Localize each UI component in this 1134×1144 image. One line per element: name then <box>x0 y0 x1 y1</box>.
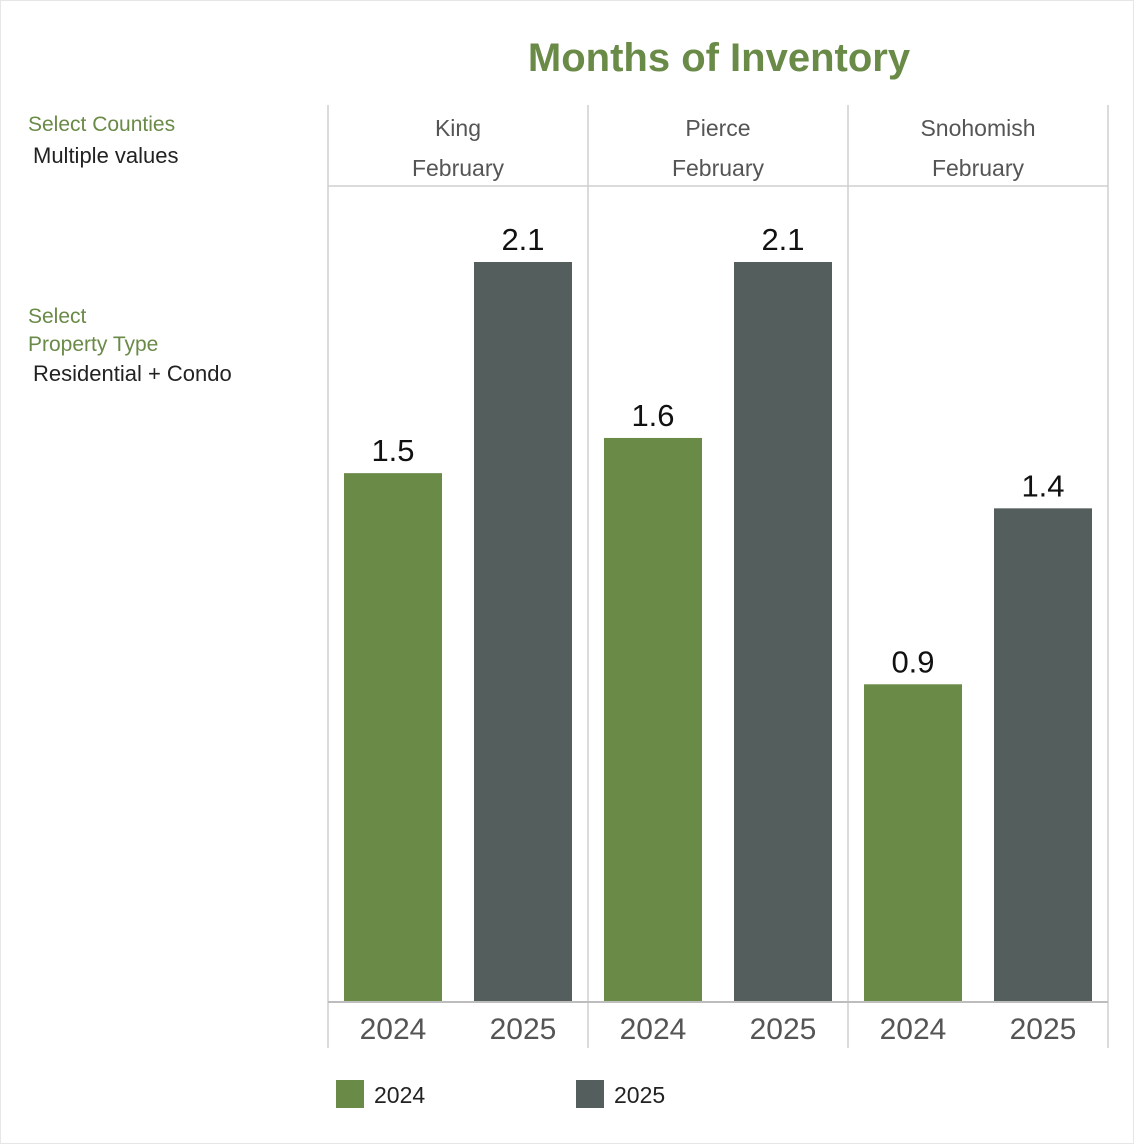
x-tick-label: 2024 <box>620 1013 687 1046</box>
bar-value-label: 2.1 <box>501 222 544 257</box>
panel-county-header: King <box>435 115 481 141</box>
x-tick-label: 2025 <box>490 1013 557 1046</box>
bar-king-2025 <box>474 262 572 1001</box>
bar-pierce-2024 <box>604 437 702 1001</box>
panel-month-header: February <box>932 155 1025 181</box>
legend-swatch-2024 <box>336 1080 364 1108</box>
property-type-filter-value[interactable]: Residential + Condo <box>33 361 232 386</box>
x-tick-label: 2025 <box>750 1013 817 1046</box>
counties-filter-value[interactable]: Multiple values <box>33 143 179 168</box>
chart-title: Months of Inventory <box>527 36 911 80</box>
bar-value-label: 1.6 <box>631 398 674 433</box>
x-tick-label: 2024 <box>880 1013 947 1046</box>
panel-month-header: February <box>672 155 765 181</box>
x-tick-label: 2024 <box>360 1013 427 1046</box>
bar-snohomish-2024 <box>864 684 962 1001</box>
legend-swatch-2025 <box>576 1080 604 1108</box>
bar-king-2024 <box>344 473 442 1002</box>
legend-label-2024: 2024 <box>374 1082 426 1108</box>
bar-value-label: 1.4 <box>1021 468 1064 503</box>
panel-month-header: February <box>412 155 505 181</box>
property-type-filter-label-line2: Property Type <box>28 333 159 356</box>
bar-snohomish-2025 <box>994 508 1092 1001</box>
panel-county-header: Pierce <box>685 115 750 141</box>
bar-value-label: 0.9 <box>891 644 934 679</box>
counties-filter-label: Select Counties <box>28 113 176 136</box>
x-tick-label: 2025 <box>1010 1013 1077 1046</box>
bar-pierce-2025 <box>734 262 832 1001</box>
legend-label-2025: 2025 <box>614 1082 666 1108</box>
bar-value-label: 2.1 <box>761 222 804 257</box>
panel-county-header: Snohomish <box>920 115 1035 141</box>
property-type-filter-label-line1: Select <box>28 305 87 328</box>
bar-value-label: 1.5 <box>371 433 414 468</box>
